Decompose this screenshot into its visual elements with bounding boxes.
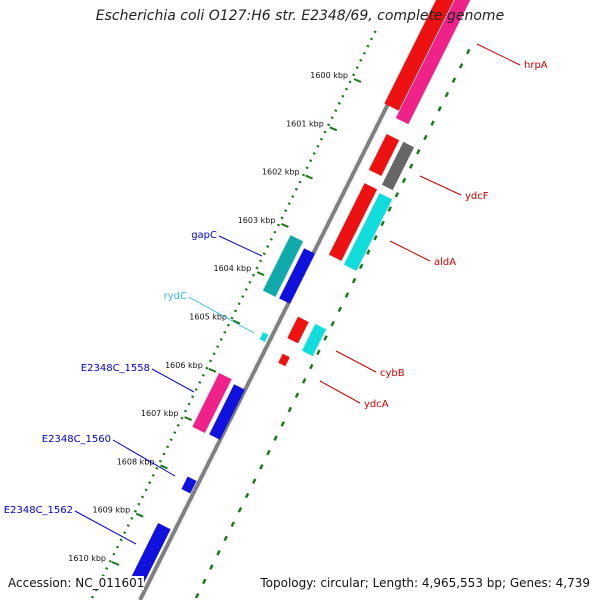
small-red-feature bbox=[278, 353, 290, 367]
gapC-feature bbox=[262, 235, 304, 297]
E2348C_1558-feature bbox=[209, 384, 245, 440]
hrpA-feature bbox=[384, 0, 466, 111]
label-leader-line bbox=[218, 235, 263, 257]
gene-label-cybb: cybB bbox=[380, 368, 405, 379]
rydC-feature bbox=[259, 332, 269, 342]
tick-label: 1605 kbp bbox=[189, 313, 227, 322]
gene-features bbox=[131, 0, 485, 583]
tick-label: 1603 kbp bbox=[238, 216, 276, 225]
aldA-cyan-feature bbox=[343, 193, 393, 271]
gene-label-gapc: gapC bbox=[191, 230, 217, 241]
accession-text: Accession: NC_011601 bbox=[8, 576, 145, 590]
aldA-feature bbox=[328, 183, 378, 261]
tick-label: 1602 kbp bbox=[262, 168, 300, 177]
label-leader-line bbox=[188, 296, 255, 334]
label-leader-line bbox=[476, 43, 521, 66]
ydcA-feature bbox=[301, 323, 327, 357]
E2348C_1560-feature bbox=[181, 476, 197, 494]
gene-label-ydca: ydcA bbox=[364, 399, 389, 410]
tick-label: 1604 kbp bbox=[213, 264, 251, 273]
tick-label: 1607 kbp bbox=[141, 409, 179, 418]
tick-mark bbox=[111, 561, 120, 566]
tick-mark bbox=[305, 174, 313, 180]
gene-labels: gapC rydC E2348C_1558 E2348C_1560 E2348C_156… bbox=[4, 43, 548, 545]
label-leader-line bbox=[112, 439, 176, 477]
tick-mark bbox=[232, 319, 241, 325]
tick-mark bbox=[208, 367, 217, 373]
tick-mark bbox=[281, 222, 289, 228]
tick-label: 1600 kbp bbox=[310, 71, 348, 80]
gene-label-e2348c-1558: E2348C_1558 bbox=[81, 363, 150, 374]
tick-mark bbox=[160, 464, 168, 470]
tick-mark bbox=[184, 416, 192, 422]
gene-label-alda: aldA bbox=[434, 257, 456, 268]
gene-label-rydc: rydC bbox=[164, 291, 187, 302]
gc-dashed-line-inner bbox=[194, 39, 476, 599]
E2348C_1558-pink-feature bbox=[192, 373, 232, 433]
gene-label-hrpa: hrpA bbox=[524, 60, 548, 71]
ydcF-feature-a bbox=[368, 133, 400, 177]
tick-label: 1610 kbp bbox=[68, 554, 106, 563]
gene-label-e2348c-1562: E2348C_1562 bbox=[4, 505, 73, 516]
label-leader-line bbox=[389, 240, 431, 262]
gene-label-ydcf: ydcF bbox=[465, 191, 489, 202]
tick-mark bbox=[329, 126, 338, 132]
tick-labels: 1600 kbp 1601 kbp 1602 kbp 1603 kbp 1604 kbp… bbox=[68, 71, 362, 566]
gapC-blue-feature bbox=[279, 248, 315, 304]
genome-backbone-core bbox=[138, 23, 430, 600]
label-leader-line bbox=[419, 175, 462, 196]
ydcF-feature-b bbox=[381, 141, 415, 191]
gc-dotted-line-outer bbox=[90, 29, 378, 599]
tick-mark bbox=[135, 512, 144, 518]
tick-label: 1608 kbp bbox=[117, 457, 155, 466]
topology-text: Topology: circular; Length: 4,965,553 bp… bbox=[260, 576, 590, 590]
tick-mark bbox=[353, 78, 362, 83]
label-leader-line bbox=[151, 368, 195, 393]
tick-label: 1609 kbp bbox=[92, 506, 130, 515]
E2348C_1562-feature bbox=[131, 523, 171, 583]
map-title: Escherichia coli O127:H6 str. E2348/69, … bbox=[95, 8, 505, 24]
tick-label: 1601 kbp bbox=[286, 119, 324, 128]
label-leader-line bbox=[74, 510, 137, 545]
hrpA-pink-feature bbox=[395, 0, 485, 125]
label-leader-line bbox=[319, 380, 361, 404]
label-leader-line bbox=[335, 350, 377, 373]
cybB-feature bbox=[287, 316, 309, 344]
tick-label: 1606 kbp bbox=[165, 361, 203, 370]
gene-label-e2348c-1560: E2348C_1560 bbox=[42, 434, 111, 445]
tick-mark bbox=[256, 271, 265, 277]
